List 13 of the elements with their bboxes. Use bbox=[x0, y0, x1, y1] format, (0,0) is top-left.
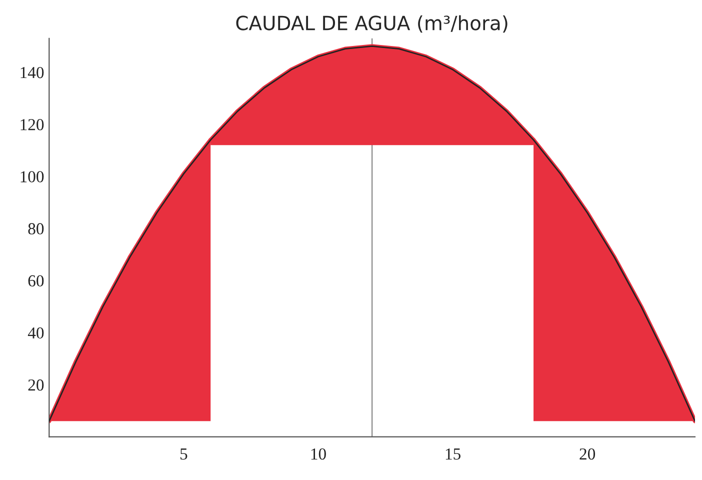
chart-title: CAUDAL DE AGUA (m³/hora) bbox=[236, 15, 508, 33]
x-tick-label: 10 bbox=[311, 448, 326, 460]
line-series bbox=[49, 46, 695, 422]
y-tick-label: 40 bbox=[28, 327, 44, 339]
y-tick-label: 140 bbox=[20, 66, 44, 78]
x-tick-label: 20 bbox=[580, 448, 596, 460]
y-tick-label: 20 bbox=[28, 379, 44, 391]
y-tick-label: 100 bbox=[20, 171, 44, 182]
y-tick-label: 80 bbox=[28, 223, 44, 234]
x-tick-label: 5 bbox=[180, 448, 188, 460]
y-tick-label: 120 bbox=[20, 119, 44, 130]
x-tick-label: 15 bbox=[446, 448, 460, 460]
y-tick-label: 60 bbox=[28, 275, 44, 287]
